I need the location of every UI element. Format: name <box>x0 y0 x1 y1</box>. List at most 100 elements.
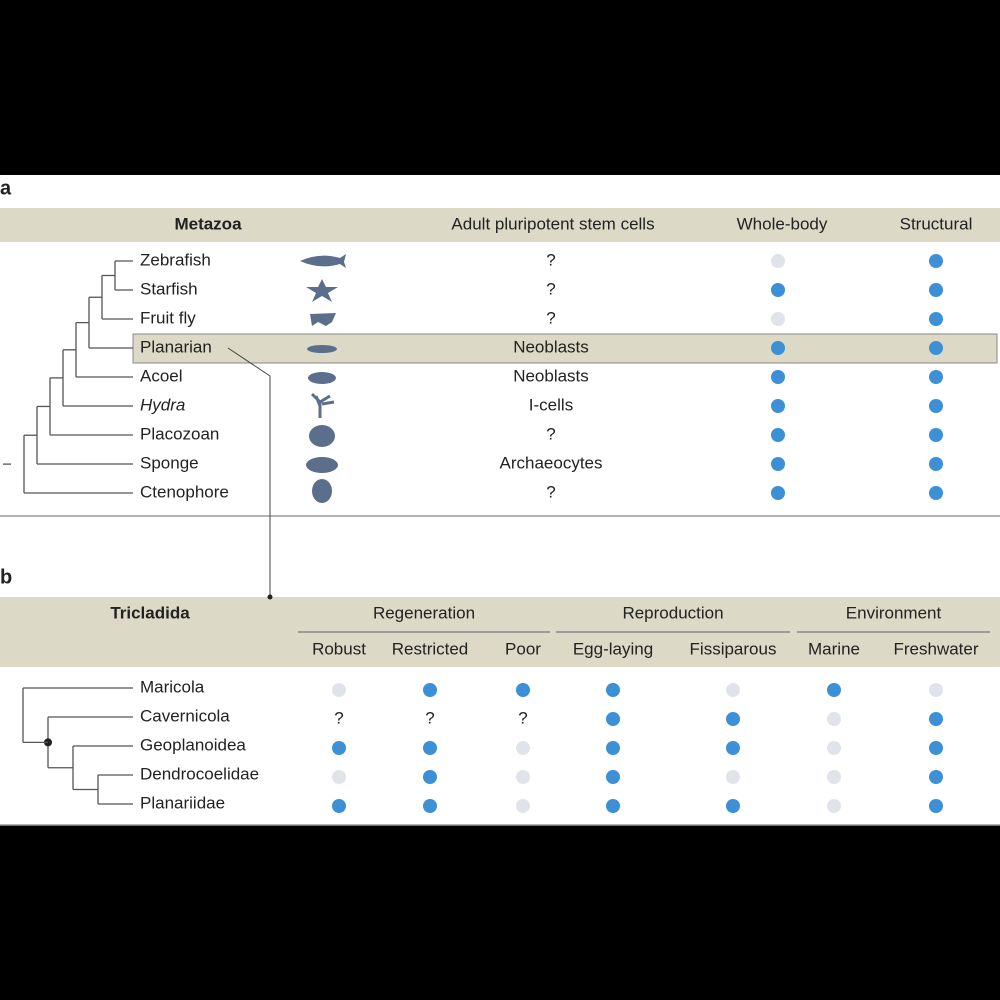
dot-present <box>606 683 620 697</box>
dot-present <box>929 341 943 355</box>
dot-present <box>929 428 943 442</box>
row-label: Maricola <box>140 677 205 696</box>
row-label: Sponge <box>140 453 199 472</box>
stem-cell-label: ? <box>546 250 555 269</box>
dot-present <box>606 799 620 813</box>
dot-present <box>929 312 943 326</box>
dot-present <box>423 741 437 755</box>
dot-absent <box>771 312 785 326</box>
column-header: Poor <box>505 639 541 658</box>
dot-present <box>606 741 620 755</box>
icon <box>309 425 335 447</box>
column-header: Marine <box>808 639 860 658</box>
dot-absent <box>771 254 785 268</box>
dot-absent <box>827 770 841 784</box>
connector-dot <box>267 594 273 600</box>
unknown-mark: ? <box>518 708 527 727</box>
stem-cell-label: Neoblasts <box>513 337 589 356</box>
icon <box>312 479 332 503</box>
icon <box>300 254 346 268</box>
dot-present <box>771 283 785 297</box>
dot-present <box>771 486 785 500</box>
dot-present <box>332 741 346 755</box>
row-label: Placozoan <box>140 424 219 443</box>
dot-present <box>929 741 943 755</box>
dot-absent <box>726 683 740 697</box>
dot-absent <box>332 770 346 784</box>
column-header: Restricted <box>392 639 469 658</box>
dot-present <box>929 399 943 413</box>
column-header: Metazoa <box>174 214 242 233</box>
row-label: Geoplanoidea <box>140 735 246 754</box>
dot-absent <box>516 741 530 755</box>
table-title: Tricladida <box>110 603 190 622</box>
row-label: Planariidae <box>140 793 225 812</box>
dot-present <box>771 428 785 442</box>
dot-present <box>606 770 620 784</box>
dot-present <box>929 486 943 500</box>
row-label: Acoel <box>140 366 183 385</box>
dot-absent <box>516 770 530 784</box>
dot-present <box>827 683 841 697</box>
dot-present <box>929 283 943 297</box>
dot-present <box>929 799 943 813</box>
dot-present <box>516 683 530 697</box>
connector <box>227 347 271 597</box>
header-band <box>0 208 1000 242</box>
dot-present <box>423 770 437 784</box>
panel-label: a <box>0 177 12 199</box>
group-header: Reproduction <box>622 603 723 622</box>
stem-cell-label: Archaeocytes <box>500 453 603 472</box>
dot-absent <box>332 683 346 697</box>
unknown-mark: ? <box>425 708 434 727</box>
dot-present <box>929 770 943 784</box>
dot-present <box>771 457 785 471</box>
dot-present <box>606 712 620 726</box>
dot-absent <box>827 741 841 755</box>
column-header: Robust <box>312 639 366 658</box>
dot-present <box>771 341 785 355</box>
dot-present <box>929 370 943 384</box>
column-header: Adult pluripotent stem cells <box>451 214 654 233</box>
column-header: Freshwater <box>893 639 978 658</box>
dot-absent <box>516 799 530 813</box>
row-label: Zebrafish <box>140 250 211 269</box>
dot-present <box>332 799 346 813</box>
dot-present <box>929 254 943 268</box>
icon <box>310 392 335 418</box>
stem-cell-label: ? <box>546 279 555 298</box>
dot-absent <box>827 712 841 726</box>
column-header: Whole-body <box>737 214 828 233</box>
dot-present <box>423 683 437 697</box>
dot-present <box>726 741 740 755</box>
row-label: Cavernicola <box>140 706 230 725</box>
stem-cell-label: ? <box>546 308 555 327</box>
stem-cell-label: ? <box>546 424 555 443</box>
stem-cell-label: I-cells <box>529 395 573 414</box>
dot-present <box>771 399 785 413</box>
column-header: Egg-laying <box>573 639 653 658</box>
dot-absent <box>726 770 740 784</box>
group-header: Environment <box>846 603 942 622</box>
icon <box>306 279 338 302</box>
unknown-mark: ? <box>334 708 343 727</box>
dot-present <box>726 712 740 726</box>
icon <box>306 457 338 473</box>
column-header: Fissiparous <box>690 639 777 658</box>
dot-present <box>726 799 740 813</box>
dot-absent <box>827 799 841 813</box>
icon <box>308 372 336 384</box>
dot-present <box>929 457 943 471</box>
row-label: Starfish <box>140 279 198 298</box>
dot-present <box>771 370 785 384</box>
dot-present <box>929 712 943 726</box>
row-label: Planarian <box>140 337 212 356</box>
row-label: Fruit fly <box>140 308 196 327</box>
group-header: Regeneration <box>373 603 475 622</box>
row-label: Ctenophore <box>140 482 229 501</box>
row-highlight <box>132 333 998 364</box>
column-header: Structural <box>900 214 973 233</box>
dot-present <box>423 799 437 813</box>
